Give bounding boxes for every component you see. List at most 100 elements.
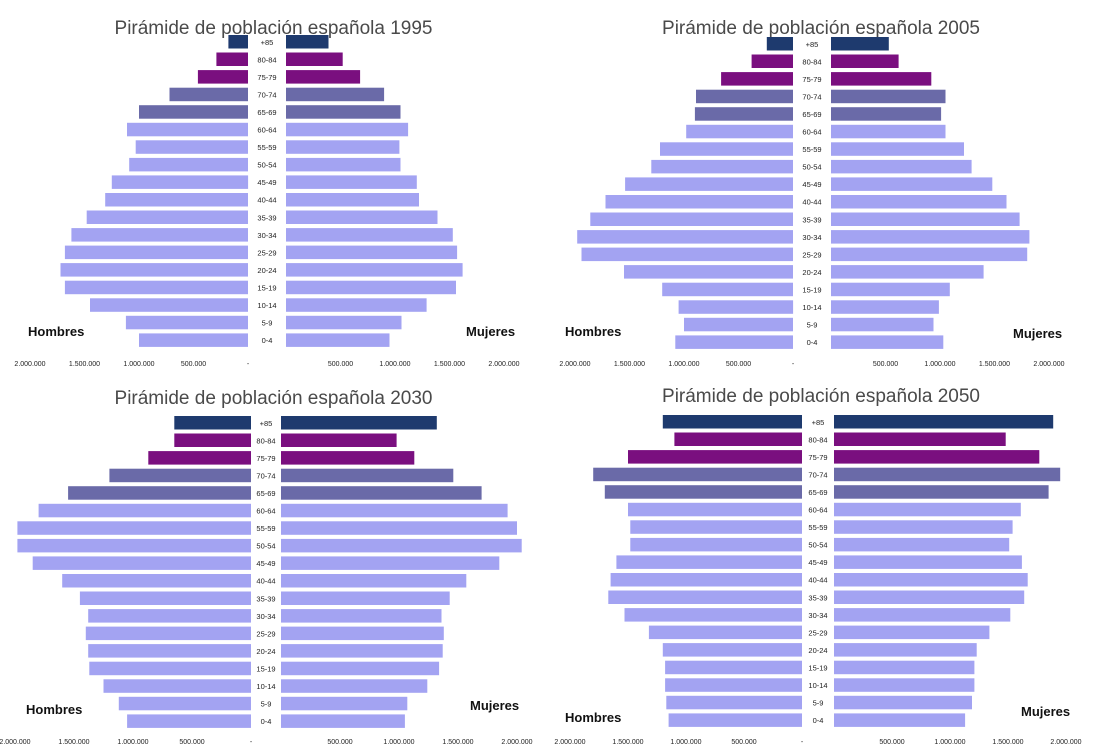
tick-label: -: [792, 361, 795, 368]
bar-hombres-5-9: [118, 696, 251, 711]
bar-hombres-50-54: [17, 538, 252, 553]
bar-hombres-60-64: [38, 503, 251, 518]
bar-hombres-+85: [662, 415, 802, 429]
age-label: 10-14: [808, 681, 827, 690]
bar-mujeres-65-69: [286, 105, 401, 119]
tick-label: 500.000: [179, 739, 204, 746]
bar-mujeres-20-24: [834, 643, 977, 657]
bar-mujeres-75-79: [834, 450, 1040, 464]
bar-hombres-0-4: [675, 335, 793, 349]
bar-hombres-60-64: [686, 124, 793, 139]
bar-hombres-25-29: [648, 625, 802, 640]
age-label: 80-84: [257, 55, 276, 64]
age-label: 70-74: [256, 471, 275, 480]
bar-hombres-80-84: [751, 54, 793, 68]
bar-hombres-50-54: [651, 159, 793, 174]
bar-hombres-15-19: [64, 280, 249, 295]
pyramid-panel-2050: Pirámide de población española 2050 +85 8…: [547, 378, 1095, 753]
bar-hombres-60-64: [127, 122, 248, 137]
pyramid-panel-1995: Pirámide de población española 1995 +85 8…: [0, 0, 547, 375]
age-label: 80-84: [802, 57, 821, 66]
tick-label: 1.000.000: [668, 361, 699, 368]
bar-mujeres-0-4: [831, 335, 944, 349]
age-label: 15-19: [257, 284, 276, 293]
age-label: 40-44: [802, 198, 821, 207]
tick-label: 1.500.000: [979, 361, 1010, 368]
age-label: 25-29: [257, 248, 276, 257]
bar-mujeres-40-44: [831, 195, 1007, 209]
bar-hombres-35-39: [86, 210, 248, 224]
bar-mujeres-70-74: [281, 468, 454, 483]
bar-mujeres-5-9: [286, 315, 402, 330]
bar-mujeres-70-74: [834, 467, 1061, 482]
age-label: +85: [806, 40, 819, 49]
age-label: 65-69: [257, 108, 276, 117]
age-label: 55-59: [256, 524, 275, 533]
tick-label: 1.000.000: [379, 361, 410, 368]
age-label: 75-79: [256, 454, 275, 463]
bar-hombres-75-79: [628, 450, 802, 464]
bar-hombres-40-44: [610, 573, 802, 587]
bar-hombres-80-84: [674, 432, 802, 446]
tick-label: 1.500.000: [614, 361, 645, 368]
age-label: 15-19: [802, 286, 821, 295]
bar-mujeres-10-14: [286, 298, 427, 312]
bar-hombres-75-79: [148, 451, 251, 465]
pyramid-panel-2030: Pirámide de población española 2030 +85 8…: [0, 378, 547, 753]
bar-hombres-40-44: [605, 195, 793, 209]
age-label: 0-4: [807, 338, 818, 347]
age-label: 25-29: [802, 250, 821, 259]
bar-hombres-45-49: [111, 175, 249, 189]
bar-hombres-70-74: [169, 87, 248, 102]
bar-hombres-+85: [766, 37, 793, 51]
bar-hombres-0-4: [668, 713, 802, 727]
bar-hombres-75-79: [197, 70, 248, 84]
bar-mujeres-80-84: [281, 433, 397, 447]
bar-mujeres-40-44: [286, 193, 419, 207]
bar-mujeres-+85: [281, 416, 437, 430]
bar-hombres-65-69: [68, 486, 251, 500]
bar-mujeres-55-59: [831, 142, 964, 156]
age-label: 50-54: [257, 161, 276, 170]
age-label: 50-54: [256, 542, 275, 551]
tick-label: 500.000: [726, 361, 751, 368]
bar-mujeres-25-29: [831, 247, 1028, 262]
bar-hombres-35-39: [608, 590, 802, 604]
tick-label: 2.000.000: [488, 361, 519, 368]
age-label: +85: [812, 418, 825, 427]
age-label: 40-44: [808, 576, 827, 585]
age-label: 40-44: [256, 577, 275, 586]
bar-mujeres-5-9: [834, 695, 972, 710]
tick-label: 1.000.000: [123, 361, 154, 368]
bar-hombres-25-29: [581, 247, 793, 262]
bar-hombres-10-14: [103, 679, 251, 693]
age-label: 30-34: [257, 231, 276, 240]
bar-hombres-45-49: [625, 177, 793, 191]
age-label: 55-59: [808, 523, 827, 532]
bar-hombres-15-19: [662, 282, 793, 297]
bar-mujeres-60-64: [831, 124, 946, 139]
bar-hombres-+85: [228, 35, 248, 49]
mujeres-label: Mujeres: [1021, 704, 1071, 719]
bar-mujeres-70-74: [831, 89, 946, 104]
bar-mujeres-5-9: [281, 696, 408, 711]
bar-mujeres-50-54: [281, 538, 522, 553]
bar-mujeres-10-14: [834, 678, 975, 692]
bar-hombres-35-39: [590, 212, 793, 226]
tick-label: 1.500.000: [69, 361, 100, 368]
tick-label: 1.500.000: [992, 739, 1023, 746]
bar-hombres-70-74: [593, 467, 802, 482]
age-label: 5-9: [262, 319, 273, 328]
age-label: 25-29: [808, 628, 827, 637]
age-label: 55-59: [802, 145, 821, 154]
age-label: 0-4: [813, 716, 824, 725]
tick-label: 1.000.000: [117, 739, 148, 746]
age-label: 10-14: [257, 301, 276, 310]
age-label: 35-39: [802, 215, 821, 224]
bar-hombres-40-44: [105, 193, 248, 207]
bar-hombres-50-54: [630, 537, 802, 552]
age-label: 50-54: [802, 163, 821, 172]
age-label: 45-49: [256, 559, 275, 568]
age-label: 60-64: [257, 126, 276, 135]
bar-mujeres-20-24: [281, 644, 443, 658]
